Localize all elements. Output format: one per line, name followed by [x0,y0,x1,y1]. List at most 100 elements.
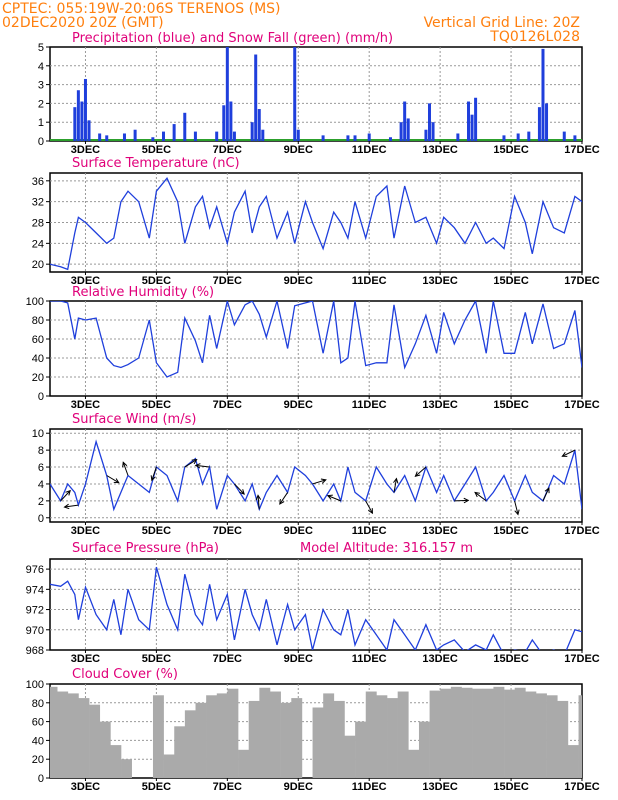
ytick-label-4: 976 [26,564,44,576]
wind-arrow [279,492,289,505]
precip-bar [76,90,80,141]
precip-bar [225,47,229,141]
panel-frame-4 [49,558,583,651]
precip-bar [222,105,226,141]
ytick-label-5: 40 [32,735,44,747]
xtick-label-1: 5DEC [142,275,171,287]
xtick-label-2: 3DEC [71,399,100,411]
xtick-label-5: 9DEC [284,781,313,793]
ytick-label-4: 968 [26,645,44,657]
ytick-label-1: 20 [32,259,44,271]
panel-plot-5 [50,686,582,778]
precip-bar [474,97,478,141]
precip-bar [353,135,357,141]
precip-bar [296,129,300,141]
cloud-bar [344,735,356,778]
precip-bar [98,133,102,141]
wind-arrow-head [320,478,327,484]
cloud-bar [280,702,292,778]
ytick-label-5: 100 [26,679,44,691]
xtick-label-1: 15DEC [493,275,529,287]
xtick-label-0: 15DEC [493,144,529,156]
wind-arrow-head [194,463,201,469]
cloud-bar [482,688,494,778]
precip-bar [215,131,219,141]
cloud-bar [67,693,79,778]
cloud-bar [174,726,186,778]
xtick-label-5: 17DEC [564,781,600,793]
ytick-label-0: 4 [38,61,44,73]
ytick-label-0: 2 [38,98,44,110]
xtick-label-1: 17DEC [564,275,600,287]
panel-frame-2 [49,300,583,397]
precip-bar [541,48,545,141]
wind-arrow-head [279,498,285,505]
cloud-bar [78,698,90,778]
cloud-bar [514,687,526,778]
cloud-bar [195,702,207,778]
cloud-bar [387,698,398,778]
wind-arrow-head [463,497,470,504]
cloud-bar [429,690,441,778]
header-model: TQ0126L028 [489,29,580,45]
series-line-3 [50,439,582,512]
wind-arrow-head [474,491,481,498]
panel-title-2: Relative Humidity (%) [72,285,214,300]
wind-arrow-head [393,477,399,484]
ytick-label-1: 32 [32,197,44,209]
ytick-label-0: 1 [38,117,44,129]
cloud-bar [238,749,250,778]
ytick-label-0: 5 [38,42,44,54]
wind-arrow [312,479,326,485]
cloud-bar [504,689,516,778]
xtick-label-2: 7DEC [213,399,242,411]
xtick-label-3: 11DEC [352,525,387,537]
cloud-bar [365,691,377,778]
cloud-bar [557,700,569,778]
cloud-bar [493,686,505,778]
cloud-bar [57,691,69,778]
xtick-label-4: 3DEC [71,653,100,665]
xtick-label-3: 9DEC [284,525,313,537]
xtick-label-2: 5DEC [142,399,171,411]
precip-bar [232,131,236,141]
precip-bar [87,120,91,141]
cloud-bar [216,693,228,778]
ytick-label-2: 40 [32,353,44,365]
xtick-label-2: 17DEC [564,399,600,411]
cloud-bar [418,721,430,778]
panel-plot-4 [50,566,582,650]
panel-title-5: Cloud Cover (%) [72,667,178,682]
precip-bar [545,103,549,141]
wind-arrow-head [544,487,550,494]
cloud-bar [312,707,324,778]
xtick-label-3: 17DEC [564,525,600,537]
cloud-bar [184,710,196,778]
precip-bar [161,131,165,141]
cloud-bar [227,688,239,778]
wind-arrow [184,459,197,468]
cloud-bar [248,700,260,778]
wind-arrow [64,504,79,508]
xtick-label-5: 5DEC [142,781,171,793]
wind-arrow-head [514,509,520,516]
wind-arrow-head [414,471,421,477]
xtick-label-2: 15DEC [493,399,529,411]
wind-arrow-head [239,489,245,495]
cloud-bar [121,759,132,778]
cloud-bar [355,721,367,778]
precip-bar [399,122,403,141]
cloud-bar [408,749,420,778]
wind-arrow [514,500,519,515]
precip-bar [172,124,176,141]
xtick-label-2: 9DEC [284,399,313,411]
precip-bar [427,103,431,141]
ytick-label-2: 100 [26,296,44,308]
wind-arrow-head [63,503,70,510]
xtick-label-5: 11DEC [352,781,387,793]
cloud-bar [397,691,409,778]
ytick-label-5: 80 [32,698,44,710]
precip-bar [527,131,531,141]
cloud-bar [567,745,579,778]
